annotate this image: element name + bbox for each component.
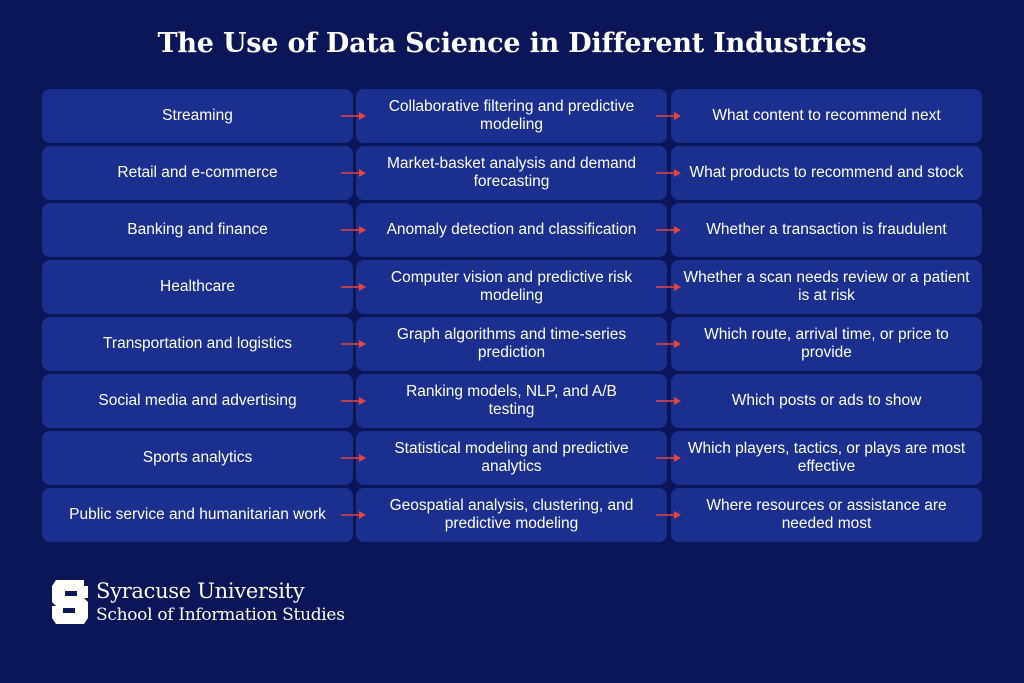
arrow-right-icon: [656, 226, 681, 234]
decision-cell: Where resources or assistance are needed…: [671, 488, 982, 542]
decision-label: What products to recommend and stock: [689, 164, 964, 181]
industry-cell: Retail and e-commerce: [42, 146, 353, 200]
decision-label: What content to recommend next: [712, 107, 941, 124]
brand-block: Syracuse University School of Informatio…: [96, 578, 345, 626]
method-cell: Ranking models, NLP, and A/B testing: [356, 374, 667, 428]
method-cell: Market-basket analysis and demand foreca…: [356, 146, 667, 200]
industry-label: Social media and advertising: [98, 392, 297, 409]
decision-cell: What content to recommend next: [671, 89, 982, 143]
table-row: Retail and e-commerce Market-basket anal…: [42, 146, 982, 200]
method-cell: Geospatial analysis, clustering, and pre…: [356, 488, 667, 542]
method-cell: Anomaly detection and classification: [356, 203, 667, 257]
decision-cell: What products to recommend and stock: [671, 146, 982, 200]
method-cell: Statistical modeling and predictive anal…: [356, 431, 667, 485]
arrow-right-icon: [656, 397, 681, 405]
method-label: Graph algorithms and time-series predict…: [396, 326, 627, 361]
decision-label: Whether a transaction is fraudulent: [706, 221, 947, 238]
method-label: Computer vision and predictive risk mode…: [390, 269, 633, 304]
industry-label: Healthcare: [160, 278, 235, 295]
arrow-right-icon: [341, 169, 366, 177]
decision-cell: Whether a scan needs review or a patient…: [671, 260, 982, 314]
industry-cell: Transportation and logistics: [42, 317, 353, 371]
method-label: Statistical modeling and predictive anal…: [394, 440, 629, 475]
decision-cell: Which route, arrival time, or price to p…: [671, 317, 982, 371]
arrow-right-icon: [341, 112, 366, 120]
industry-cell: Sports analytics: [42, 431, 353, 485]
table-row: Transportation and logistics Graph algor…: [42, 317, 982, 371]
industry-cell: Healthcare: [42, 260, 353, 314]
industry-cell: Social media and advertising: [42, 374, 353, 428]
table-row: Public service and humanitarian work Geo…: [42, 488, 982, 542]
table-row: Healthcare Computer vision and predictiv…: [42, 260, 982, 314]
arrow-right-icon: [656, 112, 681, 120]
method-label: Market-basket analysis and demand foreca…: [387, 155, 636, 190]
arrow-right-icon: [656, 454, 681, 462]
industry-table: Streaming Collaborative filtering and pr…: [42, 89, 982, 545]
table-row: Social media and advertising Ranking mod…: [42, 374, 982, 428]
decision-cell: Which posts or ads to show: [671, 374, 982, 428]
decision-cell: Whether a transaction is fraudulent: [671, 203, 982, 257]
method-label: Geospatial analysis, clustering, and pre…: [389, 497, 634, 532]
arrow-right-icon: [656, 511, 681, 519]
decision-label: Where resources or assistance are needed…: [706, 497, 947, 532]
university-name: Syracuse University: [96, 579, 305, 603]
industry-label: Public service and humanitarian work: [69, 506, 326, 523]
table-row: Banking and finance Anomaly detection an…: [42, 203, 982, 257]
arrow-right-icon: [341, 226, 366, 234]
decision-label: Which posts or ads to show: [731, 392, 922, 409]
industry-label: Sports analytics: [142, 449, 253, 466]
arrow-right-icon: [341, 454, 366, 462]
method-label: Ranking models, NLP, and A/B testing: [406, 383, 617, 418]
block-s-icon: [52, 580, 88, 624]
decision-label: Which players, tactics, or plays are mos…: [687, 440, 966, 475]
school-name: School of Information Studies: [96, 605, 345, 625]
arrow-right-icon: [341, 340, 366, 348]
industry-cell: Public service and humanitarian work: [42, 488, 353, 542]
table-row: Sports analytics Statistical modeling an…: [42, 431, 982, 485]
arrow-right-icon: [656, 283, 681, 291]
method-cell: Graph algorithms and time-series predict…: [356, 317, 667, 371]
method-label: Anomaly detection and classification: [386, 221, 637, 238]
decision-cell: Which players, tactics, or plays are mos…: [671, 431, 982, 485]
industry-cell: Banking and finance: [42, 203, 353, 257]
table-row: Streaming Collaborative filtering and pr…: [42, 89, 982, 143]
arrow-right-icon: [341, 283, 366, 291]
arrow-right-icon: [341, 397, 366, 405]
industry-label: Retail and e-commerce: [117, 164, 278, 181]
industry-label: Banking and finance: [127, 221, 268, 238]
decision-label: Whether a scan needs review or a patient…: [683, 269, 970, 304]
arrow-right-icon: [656, 340, 681, 348]
arrow-right-icon: [656, 169, 681, 177]
decision-label: Which route, arrival time, or price to p…: [704, 326, 949, 361]
method-label: Collaborative filtering and predictive m…: [388, 98, 635, 133]
method-cell: Computer vision and predictive risk mode…: [356, 260, 667, 314]
industry-label: Streaming: [162, 107, 233, 124]
arrow-right-icon: [341, 511, 366, 519]
industry-cell: Streaming: [42, 89, 353, 143]
page-title: The Use of Data Science in Different Ind…: [157, 28, 867, 59]
method-cell: Collaborative filtering and predictive m…: [356, 89, 667, 143]
industry-label: Transportation and logistics: [103, 335, 292, 352]
